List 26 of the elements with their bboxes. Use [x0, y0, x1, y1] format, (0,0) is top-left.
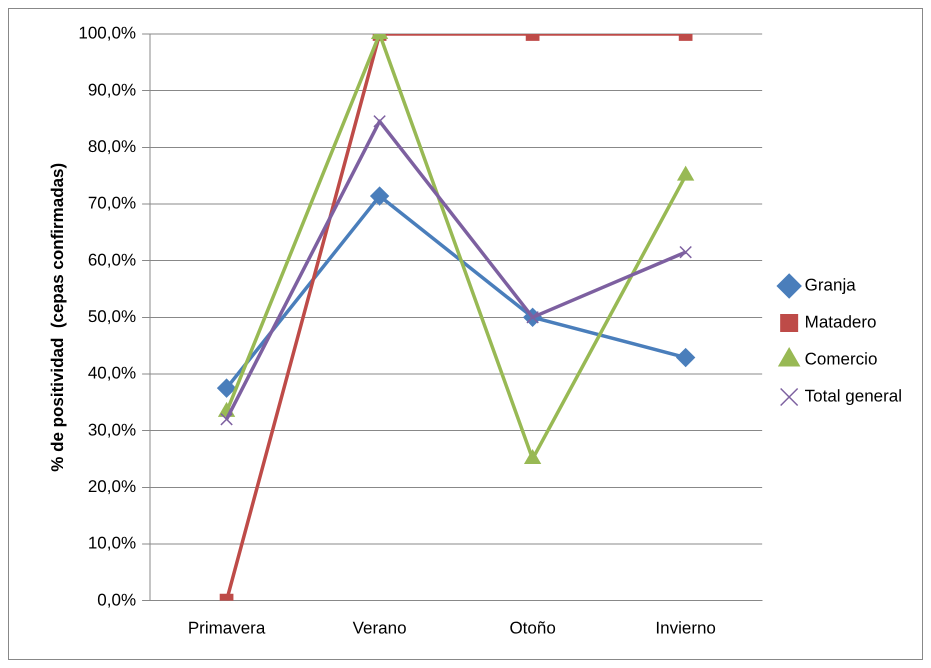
point [220, 412, 233, 426]
y-tick-label: 70,0% [88, 194, 136, 213]
point [370, 186, 390, 206]
x-tick-label: Verano [352, 618, 407, 638]
point [679, 246, 692, 259]
point [524, 449, 541, 464]
y-tick-label: 10,0% [88, 534, 136, 553]
y-tick-label: 60,0% [88, 250, 136, 270]
y-tick-label: 100,0% [78, 24, 136, 43]
y-tick-label: 40,0% [88, 364, 136, 383]
legend-label: Matadero [804, 312, 876, 332]
point [217, 378, 236, 398]
y-tick-label: 20,0% [88, 476, 136, 496]
y-axis-title: % de positividad (cepas confirmadas) [48, 162, 67, 472]
legend-label: Comercio [804, 350, 878, 369]
y-tick-label: 90,0% [88, 80, 136, 100]
y-tick-label: 0,0% [97, 590, 136, 610]
legend-label: Granja [804, 276, 856, 295]
x-tick-label: Invierno [655, 618, 716, 638]
x-tick-label: Otoño [509, 618, 556, 638]
x-tick-label: Primavera [188, 618, 266, 638]
y-tick-label: 80,0% [88, 137, 136, 156]
y-tick-label: 50,0% [88, 306, 136, 326]
y-tick-label: 30,0% [88, 420, 136, 440]
legend-label: Total general [804, 386, 902, 406]
point [676, 348, 696, 368]
